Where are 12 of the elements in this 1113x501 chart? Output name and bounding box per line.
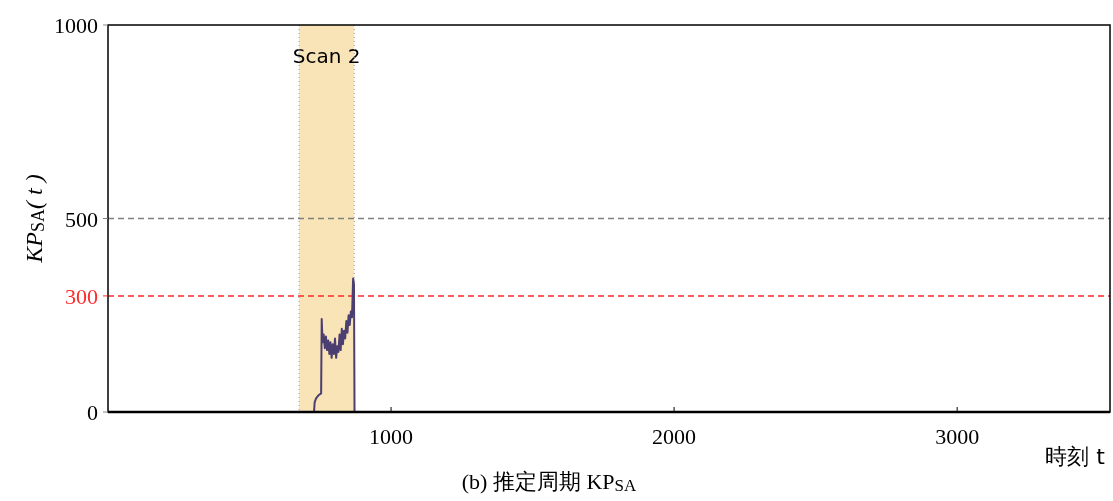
x-tick-label: 1000 xyxy=(369,424,414,449)
y-tick-label: 0 xyxy=(87,400,98,425)
y-tick-label: 1000 xyxy=(54,13,98,38)
x-tick-label: 3000 xyxy=(935,424,980,449)
y-tick-label: 300 xyxy=(65,283,98,309)
band-label: Scan 2 xyxy=(292,44,361,68)
x-tick-label: 2000 xyxy=(652,424,697,449)
band: Scan 2 xyxy=(292,25,361,412)
text: (b) 推定周期 KP$_{SA}$ xyxy=(461,469,637,495)
y-tick-label: 500 xyxy=(65,206,98,232)
x-axis-title: 時刻 t xyxy=(1045,444,1106,469)
line-series xyxy=(313,277,356,413)
